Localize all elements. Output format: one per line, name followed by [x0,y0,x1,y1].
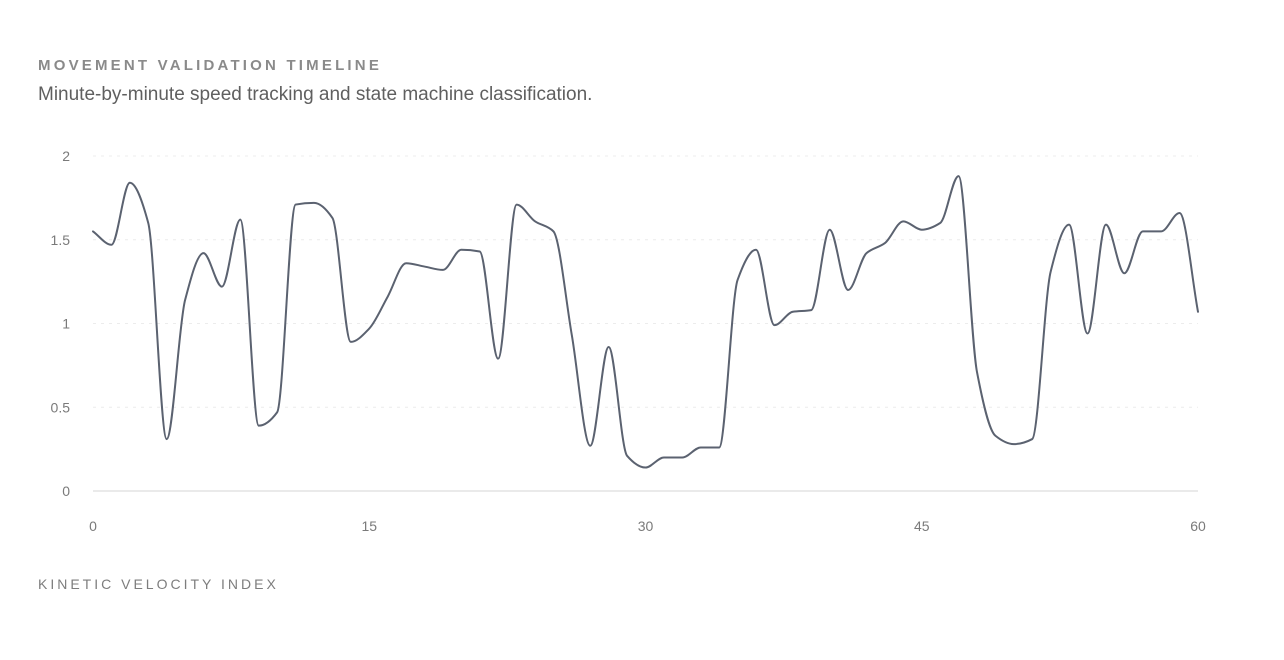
x-tick-label: 0 [89,518,97,534]
y-tick-label: 2 [62,148,70,164]
data-point [440,267,446,273]
data-point [1121,270,1127,276]
footer-label: KINETIC VELOCITY INDEX [38,576,279,592]
data-point [919,227,925,233]
data-point [956,173,962,179]
data-point [108,242,114,248]
x-axis-ticks: 0 15 30 45 60 [89,518,1206,534]
y-tick-label: 0.5 [51,399,71,415]
data-point [698,444,704,450]
data-point [771,322,777,328]
data-point [900,218,906,224]
x-tick-label: 15 [361,518,377,534]
data-point [974,369,980,375]
data-point [643,465,649,471]
x-tick-label: 60 [1190,518,1206,534]
data-point [937,220,943,226]
data-point [532,218,538,224]
data-point [1011,441,1017,447]
data-point [1029,436,1035,442]
data-point [366,326,372,332]
y-tick-label: 0 [62,483,70,499]
data-point [127,180,133,186]
data-point [827,227,833,233]
data-point [661,455,667,461]
data-point [716,444,722,450]
y-tick-label: 1.5 [51,232,71,248]
grid-lines [93,155,1198,492]
data-point [753,247,759,253]
data-point [1085,331,1091,337]
data-point [1140,228,1146,234]
y-axis-ticks: 0 0.5 1 1.5 2 [51,148,71,499]
data-point [90,228,96,234]
data-point [403,260,409,266]
x-tick-label: 30 [638,518,654,534]
data-point [864,250,870,256]
data-point [1158,228,1164,234]
data-point [311,200,317,206]
data-point [145,220,151,226]
series-layer [90,173,1201,471]
data-point [587,443,593,449]
data-point [679,455,685,461]
data-point [274,409,280,415]
chart-title: MOVEMENT VALIDATION TIMELINE [38,57,383,74]
data-point [735,277,741,283]
data-point [624,453,630,459]
data-point [1066,222,1072,228]
x-tick-label: 45 [914,518,930,534]
data-point [237,217,243,223]
data-point [477,248,483,254]
data-point [606,344,612,350]
data-point [1048,269,1054,275]
data-point [219,284,225,290]
data-point [514,202,520,208]
data-point [808,307,814,313]
data-point [293,202,299,208]
data-point [882,240,888,246]
data-point [422,264,428,270]
data-point [790,309,796,315]
data-point [569,332,575,338]
data-point [201,250,207,256]
data-point [845,287,851,293]
data-point [164,436,170,442]
data-point [182,297,188,303]
data-point [348,339,354,345]
data-point [992,433,998,439]
data-point [458,247,464,253]
data-point [495,356,501,362]
data-point [1177,210,1183,216]
data-point [1103,222,1109,228]
data-point [385,294,391,300]
series-line-0 [92,175,1199,469]
data-point [1195,309,1201,315]
data-point [550,228,556,234]
y-tick-label: 1 [62,316,70,332]
data-point [329,215,335,221]
chart-subtitle: Minute-by-minute speed tracking and stat… [38,84,593,105]
data-point [256,423,262,429]
